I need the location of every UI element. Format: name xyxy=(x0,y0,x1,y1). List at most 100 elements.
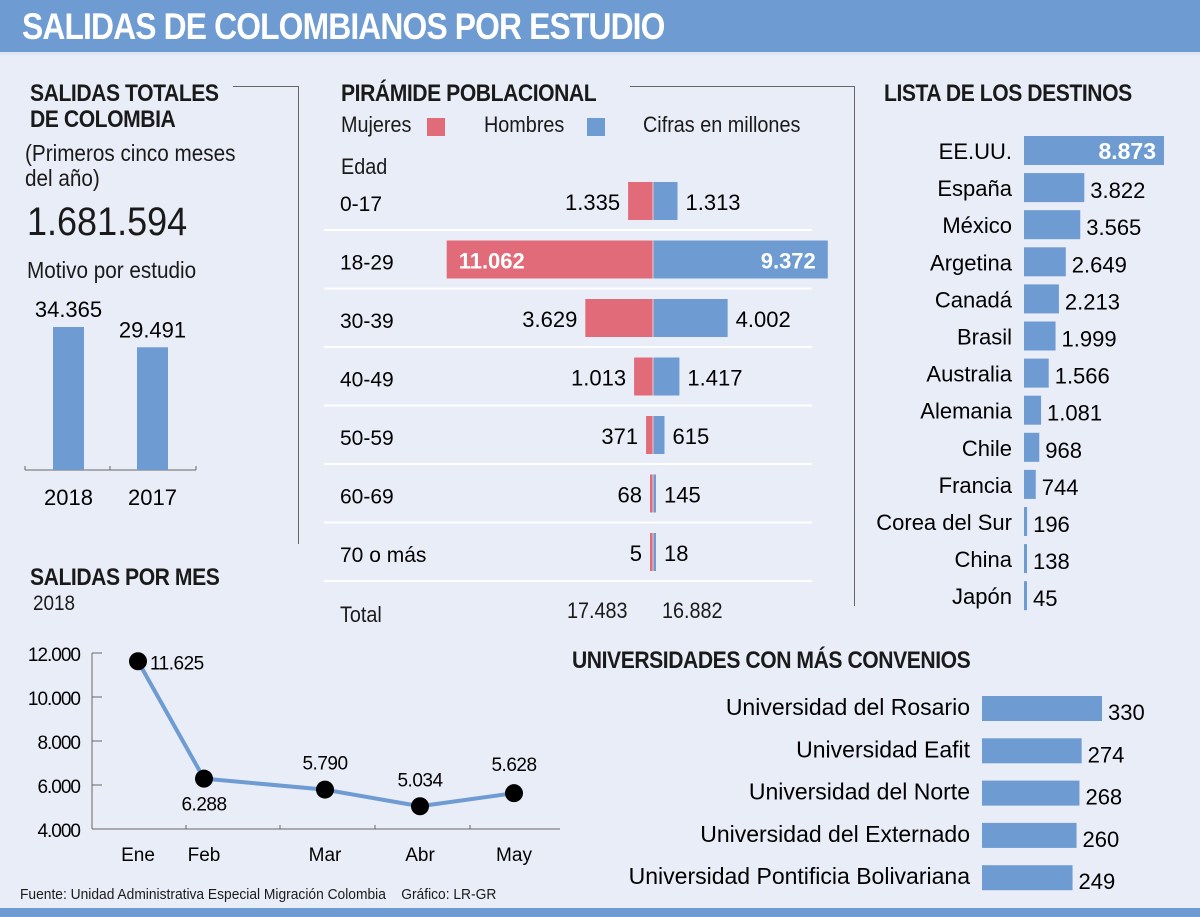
destino-label: Brasil xyxy=(957,325,1012,350)
bar-destino xyxy=(1024,247,1066,277)
total-hombres: 16.882 xyxy=(662,598,723,623)
destino-value-label: 1.566 xyxy=(1055,364,1110,389)
x-tick-label: Abr xyxy=(405,845,435,866)
destino-label: Japón xyxy=(952,584,1012,609)
totales-title-line2: DE COLOMBIA xyxy=(30,106,176,133)
header-banner xyxy=(0,0,1200,55)
universidad-label: Universidad del Rosario xyxy=(726,694,970,720)
age-label: 70 o más xyxy=(340,544,426,567)
bar-mujeres xyxy=(446,240,653,279)
total-mujeres: 17.483 xyxy=(567,598,628,623)
bar-destino xyxy=(1024,544,1027,574)
divider xyxy=(298,86,299,544)
value-label-hombres: 1.313 xyxy=(685,190,740,215)
y-tick-label: 8.000 xyxy=(37,733,80,754)
motivo-chart: 34.365 2018 29.491 2017 xyxy=(24,297,197,510)
destinos-title: LISTA DE LOS DESTINOS xyxy=(884,80,1132,107)
age-label: 40-49 xyxy=(340,369,394,392)
destino-label: EE.UU. xyxy=(939,139,1012,164)
universidad-label: Universidad del Externado xyxy=(700,821,970,847)
piramide-title: PIRÁMIDE POBLACIONAL xyxy=(341,80,597,107)
bar-destino xyxy=(1024,507,1028,536)
bar-destino xyxy=(1024,432,1040,462)
bar-hombres xyxy=(653,416,665,454)
salidas-mes-year: 2018 xyxy=(33,592,76,615)
age-label: 0-17 xyxy=(340,193,382,216)
value-label-mujeres: 5 xyxy=(630,541,642,566)
bar-destino xyxy=(1024,358,1049,388)
divider xyxy=(233,86,299,87)
motivo-label: Motivo por estudio xyxy=(27,257,197,283)
bar-universidad xyxy=(982,696,1102,721)
bar-universidad xyxy=(982,738,1082,764)
bar-mujeres xyxy=(646,416,653,454)
destino-label: Canadá xyxy=(935,287,1013,312)
universidad-value-label: 268 xyxy=(1085,785,1122,810)
value-label-mujeres: 3.629 xyxy=(522,307,577,332)
piramide-chart: 0-17 1.335 1.313 18-29 11.062 9.372 30-39 3.629… xyxy=(324,182,828,582)
x-tick-label: 2017 xyxy=(128,485,177,510)
footer-bar xyxy=(0,908,1200,917)
destino-value-label: 2.213 xyxy=(1065,289,1120,314)
value-label-hombres: 145 xyxy=(664,483,701,508)
data-label: 11.625 xyxy=(150,653,204,674)
bar-destino xyxy=(1024,469,1036,499)
destino-label: Chile xyxy=(962,436,1012,461)
y-tick-label: 12.000 xyxy=(28,645,81,666)
age-label: 18-29 xyxy=(340,252,394,275)
destino-value-label: 2.649 xyxy=(1072,252,1127,277)
value-label-mujeres: 1.335 xyxy=(565,190,620,215)
universidad-label: Universidad del Norte xyxy=(749,779,970,805)
universidad-value-label: 274 xyxy=(1088,742,1125,767)
legend-hombres-swatch xyxy=(587,118,605,136)
data-point xyxy=(316,780,334,799)
bar-universidad xyxy=(982,780,1080,806)
value-label-hombres: 615 xyxy=(672,424,709,449)
bar-destino xyxy=(1024,581,1027,611)
destino-label: China xyxy=(955,547,1013,572)
destino-value-label: 8.873 xyxy=(1098,138,1156,164)
destino-value-label: 45 xyxy=(1033,586,1057,611)
edad-label: Edad xyxy=(341,154,388,179)
data-point xyxy=(411,797,429,816)
data-label: 6.288 xyxy=(181,795,226,816)
bar-destino xyxy=(1024,173,1085,203)
bar-destino xyxy=(1024,284,1059,314)
universidades-title: UNIVERSIDADES CON MÁS CONVENIOS xyxy=(572,647,971,674)
value-label-hombres: 1.417 xyxy=(687,366,742,391)
destino-label: México xyxy=(942,213,1012,238)
bar-hombres xyxy=(653,240,828,279)
destino-value-label: 138 xyxy=(1033,549,1070,574)
destino-label: Argetina xyxy=(930,250,1013,275)
bar-universidad xyxy=(982,822,1077,848)
bar-destino xyxy=(1024,321,1056,351)
destino-value-label: 3.822 xyxy=(1090,178,1145,203)
bar-value-label: 34.365 xyxy=(35,297,102,322)
x-tick-label: 2018 xyxy=(44,485,93,510)
value-label-hombres: 9.372 xyxy=(761,249,816,274)
bar-hombres xyxy=(653,299,728,337)
data-label: 5.628 xyxy=(491,755,536,776)
legend-mujeres-swatch xyxy=(427,118,445,136)
destino-value-label: 3.565 xyxy=(1086,215,1141,240)
x-tick-label: Mar xyxy=(309,845,342,866)
divider xyxy=(854,86,855,606)
destino-label: Alemania xyxy=(920,399,1012,424)
destino-value-label: 1.999 xyxy=(1062,327,1117,352)
destino-value-label: 968 xyxy=(1045,438,1082,463)
destino-value-label: 1.081 xyxy=(1047,401,1102,426)
universidades-chart: Universidad del Rosario 330 Universidad Ea… xyxy=(629,694,1145,894)
data-point xyxy=(505,784,523,803)
salidas-mes-chart: 4.000 6.000 8.000 10.000 12.000 11.625 Ene 6.28… xyxy=(28,645,560,866)
destinos-chart: EE.UU. 8.873 España 3.822 México 3.565 Argetin… xyxy=(876,136,1164,611)
bar-hombres xyxy=(653,533,656,571)
value-label-mujeres: 371 xyxy=(601,424,638,449)
destino-value-label: 744 xyxy=(1042,475,1079,500)
total-label: Total xyxy=(340,602,382,627)
data-label: 5.790 xyxy=(302,754,347,775)
value-label-hombres: 4.002 xyxy=(736,307,791,332)
universidad-value-label: 260 xyxy=(1083,827,1120,852)
bar-hombres xyxy=(653,474,656,513)
universidad-value-label: 249 xyxy=(1079,869,1116,894)
destino-label: Australia xyxy=(926,362,1012,387)
